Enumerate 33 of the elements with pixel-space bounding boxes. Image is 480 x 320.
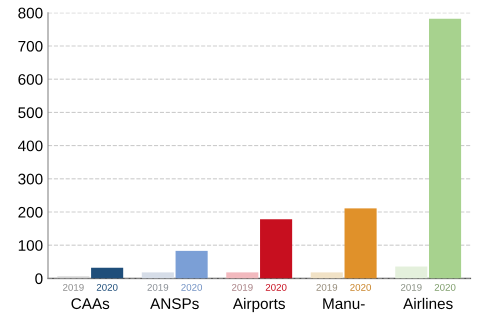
- text: 2020: [350, 284, 372, 291]
- y-tick-label: 600: [18, 74, 43, 85]
- x-tick-label: Airlines: [403, 298, 453, 310]
- bar: [91, 268, 124, 278]
- bar: [260, 219, 292, 278]
- x-tick-label: Airports: [232, 298, 285, 312]
- y-tick-label: 100: [18, 240, 43, 251]
- x-tick-label: ANSPs: [150, 298, 199, 310]
- text: 2019: [232, 284, 253, 291]
- bar: [226, 272, 258, 278]
- text: 2020: [266, 284, 287, 291]
- y-tick-label: 500: [18, 107, 43, 118]
- bar: [310, 272, 343, 278]
- text: 2020: [181, 284, 202, 291]
- text: 2019: [400, 284, 422, 291]
- bar: [142, 272, 174, 278]
- bar: [344, 208, 377, 278]
- bar: [176, 250, 208, 278]
- series-label: 2020: [96, 284, 118, 291]
- y-tick-label: 800: [18, 8, 43, 18]
- series-label: 2019: [63, 284, 84, 291]
- y-tick-label: 700: [18, 40, 43, 52]
- x-tick-label: Manu-: [323, 298, 365, 310]
- bar: [395, 266, 428, 278]
- y-tick-label: 0: [35, 273, 43, 284]
- y-tick-label: 400: [18, 140, 43, 152]
- text: 2020: [434, 284, 456, 291]
- y-tick-label: 300: [18, 174, 43, 184]
- text: 2019: [316, 284, 338, 291]
- x-tick-label: CAAs: [71, 298, 110, 310]
- bar: [429, 18, 462, 278]
- text: 2019: [148, 284, 168, 291]
- y-tick-label: 200: [18, 206, 43, 218]
